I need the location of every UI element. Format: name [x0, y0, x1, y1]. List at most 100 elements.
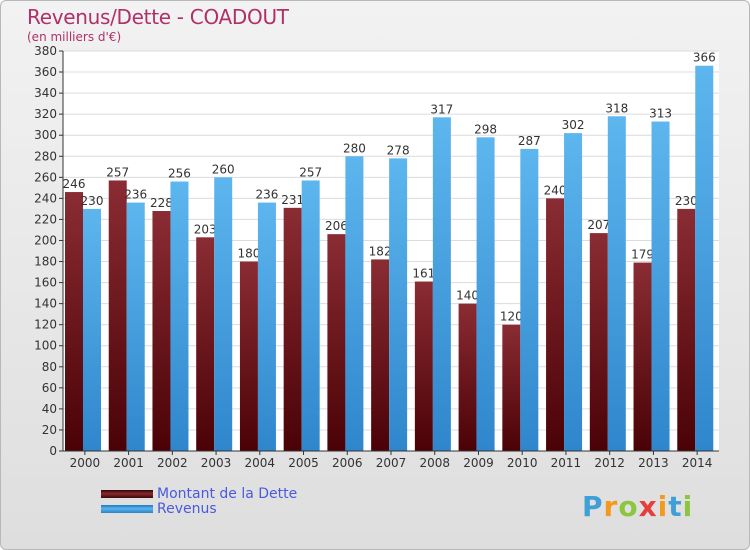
y-tick-label: 160 [34, 276, 57, 290]
legend-swatch-debt [101, 489, 153, 498]
data-label-revenue: 278 [387, 143, 410, 157]
data-label-debt: 207 [587, 218, 610, 232]
x-tick-label: 2009 [463, 456, 494, 470]
x-tick-label: 2013 [638, 456, 669, 470]
bar-debt [458, 303, 477, 451]
bar-revenue [345, 156, 364, 451]
data-label-debt: 257 [106, 165, 129, 179]
bar-revenue [432, 117, 451, 451]
bar-debt [677, 208, 696, 451]
bar-revenue [389, 158, 408, 452]
x-tick-label: 2007 [376, 456, 407, 470]
chart-subtitle: (en milliers d'€) [27, 30, 122, 44]
data-label-revenue: 298 [474, 122, 497, 136]
data-label-revenue: 366 [693, 51, 716, 65]
y-tick-label: 260 [34, 170, 57, 184]
data-label-revenue: 230 [81, 194, 104, 208]
legend-label-revenue: Revenus [157, 500, 217, 517]
x-tick-label: 2003 [201, 456, 232, 470]
y-tick-label: 360 [34, 65, 57, 79]
data-label-revenue: 256 [168, 167, 191, 181]
bar-revenue [564, 133, 583, 451]
logo-letter: P [582, 490, 604, 523]
bar-debt [414, 281, 433, 451]
bar-revenue [520, 148, 539, 452]
x-tick-label: 2002 [157, 456, 188, 470]
legend-item-debt: Montant de la Dette [101, 485, 298, 502]
x-tick-label: 2010 [507, 456, 538, 470]
bar-revenue [607, 116, 626, 452]
y-tick-label: 120 [34, 318, 57, 332]
proxiti-logo: Proxiti [582, 490, 693, 523]
data-label-debt: 228 [150, 196, 173, 210]
logo-letter: i [657, 490, 669, 523]
bar-debt [283, 207, 302, 451]
bar-revenue [651, 121, 670, 452]
x-tick-label: 2011 [551, 456, 582, 470]
bar-revenue [476, 137, 495, 451]
x-tick-label: 2005 [288, 456, 319, 470]
bar-debt [65, 192, 83, 452]
bar-debt [327, 234, 346, 451]
data-label-debt: 182 [369, 244, 392, 258]
data-label-debt: 240 [544, 183, 567, 197]
y-tick-label: 200 [34, 233, 57, 247]
y-tick-label: 0 [49, 444, 57, 458]
data-label-debt: 246 [63, 177, 86, 191]
logo-letter: x [638, 490, 658, 523]
bar-revenue [170, 181, 189, 452]
bar-debt [633, 262, 652, 451]
bar-revenue [83, 208, 101, 451]
legend-swatch-revenue [101, 504, 153, 513]
data-label-revenue: 317 [430, 102, 453, 116]
data-label-debt: 120 [500, 310, 523, 324]
data-label-revenue: 318 [605, 101, 628, 115]
logo-letter: i [682, 490, 694, 523]
data-label-debt: 206 [325, 219, 348, 233]
bar-debt [196, 237, 215, 451]
legend-label-debt: Montant de la Dette [157, 485, 298, 502]
y-tick-label: 180 [34, 255, 57, 269]
bar-debt [239, 261, 258, 451]
data-label-revenue: 257 [299, 165, 322, 179]
data-label-debt: 231 [281, 193, 304, 207]
x-tick-label: 2006 [332, 456, 363, 470]
y-tick-label: 240 [34, 191, 57, 205]
y-tick-label: 320 [34, 107, 57, 121]
logo-letter: t [668, 490, 683, 523]
x-tick-label: 2001 [113, 456, 144, 470]
y-tick-label: 380 [34, 44, 57, 58]
bar-debt [152, 211, 171, 451]
legend: Montant de la Dette Revenus [101, 485, 298, 517]
data-label-revenue: 260 [212, 162, 235, 176]
bar-revenue [214, 177, 233, 451]
y-tick-label: 80 [42, 360, 57, 374]
data-label-revenue: 236 [255, 188, 278, 202]
x-tick-label: 2008 [419, 456, 450, 470]
data-label-debt: 230 [675, 194, 698, 208]
bar-debt [371, 259, 390, 451]
bar-debt [546, 198, 565, 451]
x-tick-label: 2012 [594, 456, 625, 470]
y-tick-label: 340 [34, 86, 57, 100]
data-label-debt: 180 [237, 247, 260, 261]
bar-debt [502, 324, 521, 451]
y-tick-label: 20 [42, 423, 57, 437]
data-label-debt: 179 [631, 248, 654, 262]
x-tick-label: 2004 [245, 456, 276, 470]
data-label-debt: 161 [412, 267, 435, 281]
data-label-debt: 203 [194, 222, 217, 236]
data-label-revenue: 313 [649, 107, 672, 121]
logo-letter: r [603, 490, 619, 523]
y-tick-label: 220 [34, 212, 57, 226]
y-tick-label: 100 [34, 339, 57, 353]
bar-debt [108, 180, 127, 451]
logo-letter: o [618, 490, 639, 523]
x-tick-label: 2014 [682, 456, 713, 470]
y-tick-label: 140 [34, 297, 57, 311]
data-label-revenue: 236 [124, 188, 147, 202]
data-label-debt: 140 [456, 289, 479, 303]
bar-revenue [126, 202, 145, 451]
bar-revenue [257, 202, 276, 451]
